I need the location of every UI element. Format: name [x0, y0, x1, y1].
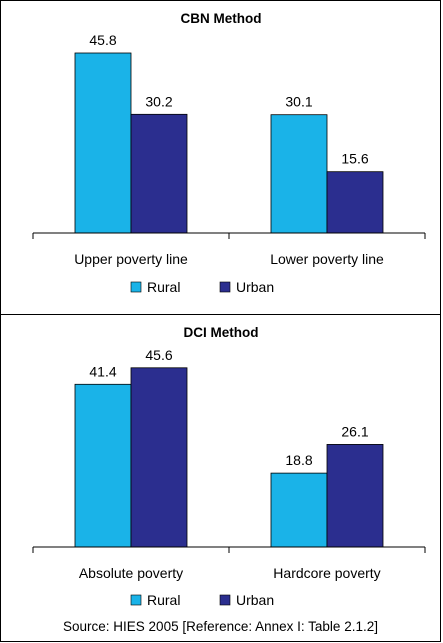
category-label: Hardcore poverty	[273, 565, 380, 581]
data-label: 41.4	[89, 363, 116, 379]
legend-label-urban: Urban	[236, 592, 274, 608]
legend-label-urban: Urban	[236, 279, 274, 295]
legend-label-rural: Rural	[147, 279, 180, 295]
bar-rural-1	[270, 472, 328, 548]
dci-chart: DCI Method 41.4 45.6 Absolute poverty 18.8 26…	[32, 325, 426, 608]
bar-urban-1	[326, 444, 384, 548]
chart-title: DCI Method	[184, 325, 259, 340]
bar-rural-1	[270, 114, 328, 234]
legend-swatch-rural	[130, 594, 142, 606]
legend-label-rural: Rural	[147, 592, 180, 608]
data-label: 26.1	[341, 423, 368, 439]
legend-swatch-urban	[219, 594, 231, 606]
legend: Rural Urban	[130, 592, 274, 608]
bar-urban-1	[326, 171, 384, 234]
legend-swatch-rural	[130, 281, 142, 293]
data-label: 18.8	[285, 452, 312, 468]
cbn-chart: CBN Method 45.8 30.2 Upper poverty line 30.1…	[32, 11, 426, 295]
source-note: Source: HIES 2005 [Reference: Annex I: T…	[63, 619, 378, 634]
legend: Rural Urban	[130, 279, 274, 295]
category-label: Upper poverty line	[74, 251, 188, 267]
bar-rural-0	[74, 52, 132, 234]
bar-rural-0	[74, 383, 132, 548]
data-label: 15.6	[341, 151, 368, 167]
bar-urban-0	[130, 113, 188, 234]
data-label: 30.2	[145, 93, 172, 109]
dci-chart-panel: DCI Method 41.4 45.6 Absolute poverty 18.8 26…	[0, 314, 441, 642]
bar-urban-0	[130, 367, 188, 548]
category-label: Lower poverty line	[270, 251, 384, 267]
data-label: 45.6	[145, 347, 172, 363]
legend-swatch-urban	[219, 281, 231, 293]
data-label: 45.8	[89, 32, 116, 48]
cbn-chart-panel: CBN Method 45.8 30.2 Upper poverty line 30.1…	[0, 0, 441, 315]
category-label: Absolute poverty	[79, 565, 183, 581]
data-label: 30.1	[285, 94, 312, 110]
chart-title: CBN Method	[181, 11, 262, 26]
